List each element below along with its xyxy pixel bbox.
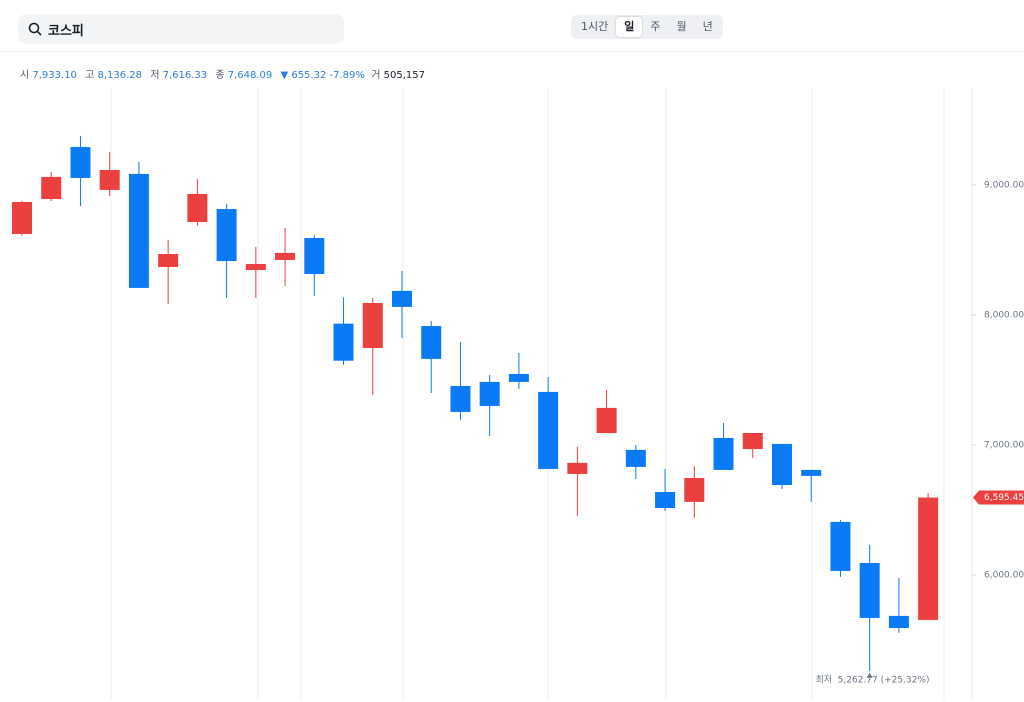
candle-body [216, 209, 237, 262]
candle-body [450, 385, 471, 412]
candle-body [362, 303, 383, 348]
candle-body [41, 176, 62, 200]
search-query: 코스피 [48, 23, 84, 39]
period-tabs: 1시간 일 주 월 년 [571, 15, 723, 39]
summary-label: 시 [20, 70, 30, 81]
candle-body [187, 193, 208, 223]
ohlc-summary: 시 7,933.10 고 8,136.28 저 7,616.33 종 7,648… [20, 66, 425, 81]
separator [0, 51, 1024, 52]
change: 655.32 [291, 70, 327, 81]
candle-body [684, 477, 705, 502]
candle-body [596, 407, 617, 433]
candle-body [859, 562, 880, 618]
volume: 505,157 [383, 70, 426, 81]
candle-body [538, 391, 559, 470]
candle-body [655, 492, 676, 509]
summary-value: 7,933.10 [32, 70, 77, 81]
change-pct: -7.89% [329, 70, 365, 81]
volume-label: 거 [371, 70, 381, 81]
candle-body [158, 253, 179, 267]
low-marker [866, 672, 873, 678]
tab[interactable]: 주 [650, 20, 661, 33]
candle-body [128, 173, 149, 288]
candle-body [771, 443, 792, 485]
candle-body [70, 147, 91, 178]
tab[interactable]: 월 [676, 20, 687, 33]
candle-body [801, 469, 822, 476]
y-tick-label: 8,000.00 [984, 310, 1024, 320]
summary-label: 저 [150, 70, 160, 81]
summary-label: 고 [85, 70, 95, 81]
search-box[interactable]: 코스피 [18, 14, 344, 44]
summary-value: 7,648.09 [227, 70, 273, 81]
y-tick-label: 9,000.00 [984, 180, 1024, 190]
last-price-label: 6,595.45 [984, 493, 1024, 503]
candle-body [391, 290, 412, 307]
change-icon: ▼ [280, 70, 289, 81]
candle-body [508, 373, 529, 382]
candle-body [245, 264, 266, 270]
candle-body [275, 252, 296, 260]
candle-body [12, 202, 32, 234]
tab[interactable]: 1시간 [581, 20, 609, 33]
candle-body [918, 497, 939, 620]
y-tick-label: 6,000.00 [984, 570, 1024, 580]
summary-label: 종 [215, 70, 225, 81]
candle-body [830, 521, 851, 571]
candle-body [567, 462, 588, 474]
summary-value: 7,616.33 [162, 70, 208, 81]
candle-body [421, 326, 442, 359]
candle-body [888, 615, 909, 628]
candle-body [625, 449, 646, 467]
last-price-tag [973, 490, 1024, 505]
summary-value: 8,136.28 [97, 70, 143, 81]
tab[interactable]: 년 [702, 20, 713, 33]
low-label: 최저 [816, 674, 833, 685]
session-lines [110, 88, 945, 700]
tab[interactable]: 일 [616, 17, 643, 37]
candle-body [304, 238, 325, 275]
candle-body [99, 170, 120, 190]
candle-body [479, 381, 500, 406]
candle-body [333, 323, 354, 361]
candle-body [742, 432, 763, 449]
candle-body [713, 437, 734, 470]
low-text: 5,262.77 (+25.32%) [838, 675, 930, 685]
y-tick-label: 7,000.00 [984, 440, 1024, 450]
search-icon [28, 22, 42, 36]
